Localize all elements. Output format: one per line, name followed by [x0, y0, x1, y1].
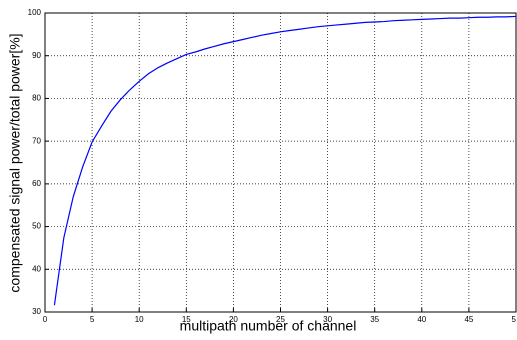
plot-frame — [44, 12, 517, 313]
y-axis-label: compensated signal power/total power[%] — [7, 33, 23, 292]
y-tick-label: 80 — [32, 94, 41, 103]
x-tick-label: 15 — [182, 315, 191, 324]
y-tick-label: 100 — [28, 8, 42, 17]
y-tick-label: 50 — [32, 222, 41, 231]
y-tick-label: 90 — [32, 51, 41, 60]
x-tick-label: 40 — [417, 315, 426, 324]
x-tick-label: 30 — [323, 315, 332, 324]
y-tick-label: 30 — [32, 307, 41, 316]
y-tick-label: 70 — [32, 136, 41, 145]
y-tick-label: 60 — [32, 179, 41, 188]
x-tick-label: 45 — [464, 315, 473, 324]
data-line — [53, 15, 517, 306]
x-tick-label: 20 — [229, 315, 238, 324]
x-tick-label: 10 — [135, 315, 144, 324]
y-tick-label: 40 — [32, 264, 41, 273]
x-tick-label: 0 — [43, 315, 48, 324]
x-axis-label: multipath number of channel — [180, 318, 357, 334]
x-tick-label: 5 — [512, 315, 517, 324]
x-tick-label: 35 — [370, 315, 379, 324]
x-tick-label: 5 — [90, 315, 95, 324]
x-tick-label: 25 — [276, 315, 285, 324]
